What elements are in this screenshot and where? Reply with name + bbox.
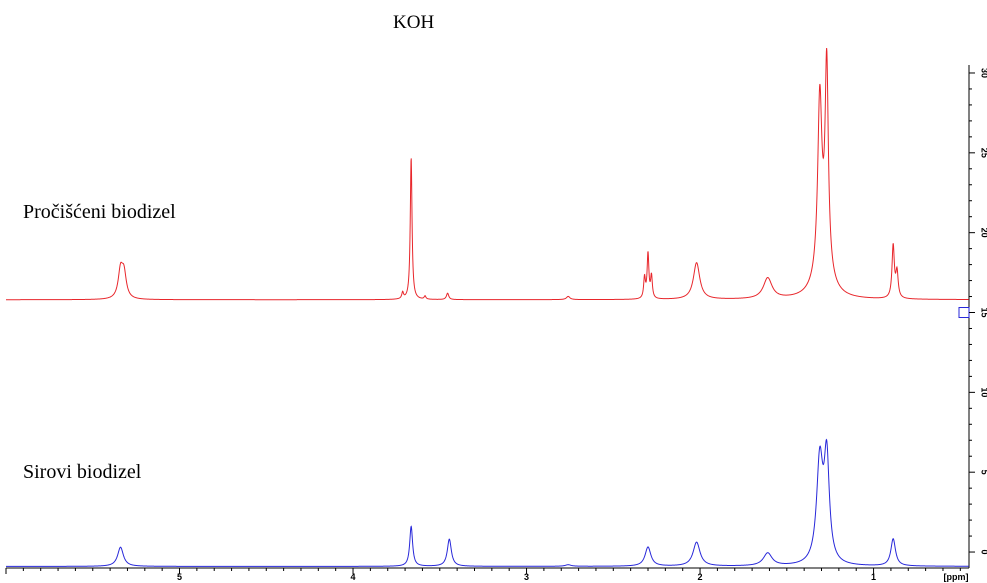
series-line-blue [6,438,969,567]
x-tick-label: 5 [177,572,182,582]
x-tick-label: 1 [871,572,876,582]
y-tick-label: 15 [980,308,987,318]
y-tick-label: 25 [980,148,987,158]
x-tick-label: 4 [351,572,356,582]
plot-frame [6,65,970,569]
series-line-red [6,47,969,301]
spectrum-traces [6,47,969,567]
y-tick-label: 0 [980,550,987,555]
integral-marker [958,307,970,319]
x-tick-label: 2 [698,572,703,582]
y-tick-label: 30 [980,68,987,78]
x-tick-label: 3 [524,572,529,582]
series-label-red: Pročišćeni biodizel [23,201,176,223]
chart-title: KOH [393,12,435,33]
y-tick-label: 10 [980,387,987,397]
series-label-blue: Sirovi biodizel [23,461,142,483]
y-tick-label: 20 [980,228,987,238]
x-axis-ticks: 5 4 3 2 1 [ppm] [5,568,969,582]
y-axis-ticks: 30 25 20 15 10 5 0 [969,68,987,555]
x-axis-unit: [ppm] [944,572,969,582]
y-tick-label: 5 [980,470,987,475]
